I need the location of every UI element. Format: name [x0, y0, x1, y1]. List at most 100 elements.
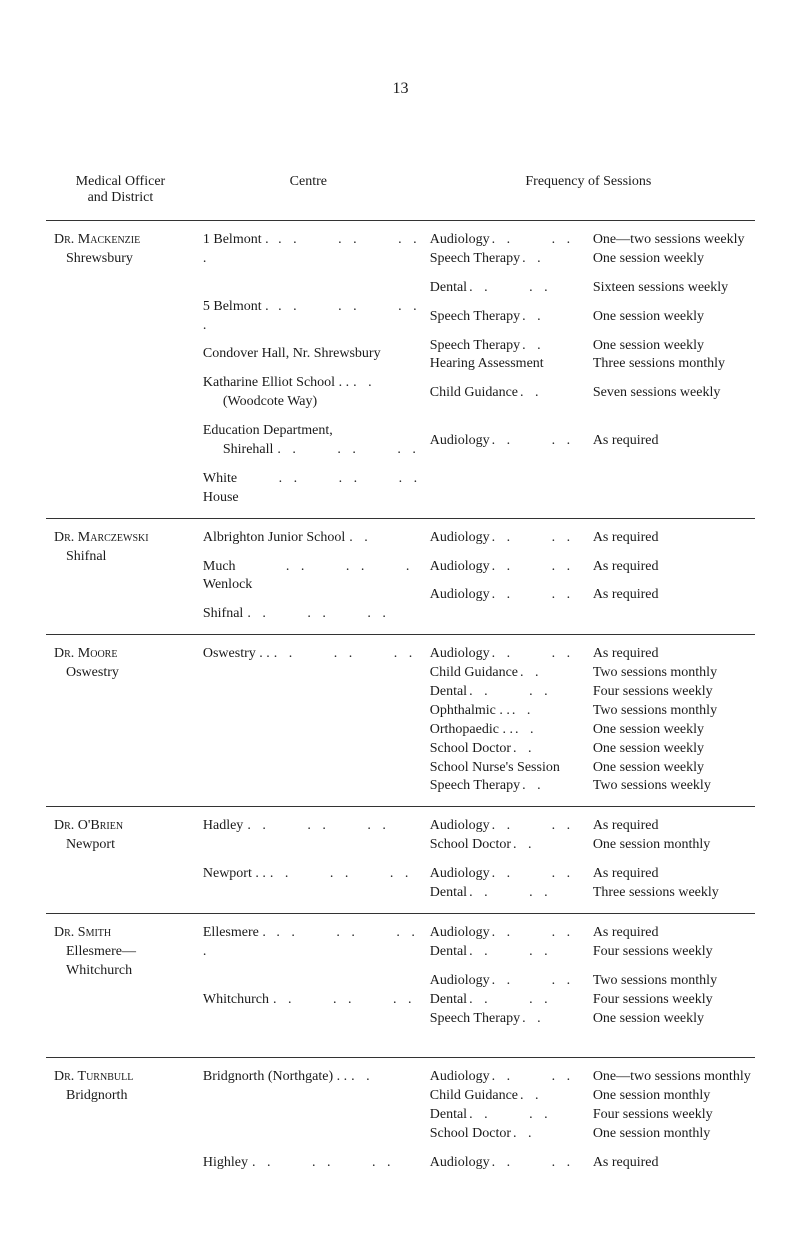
freq-service-line: School Nurse's Session — [430, 759, 581, 778]
leader-dots: . . . . . . — [270, 645, 418, 664]
centre-text-2: (Woodcote Way) — [203, 393, 317, 412]
freq-value: One session weekly — [593, 308, 751, 327]
value-block: As requiredFour sessions weekly — [593, 924, 751, 962]
centre-cell: Albrighton Junior School. .Much Wenlock.… — [195, 518, 422, 635]
spacer — [593, 403, 751, 422]
freq-service-line: Hearing Assessment — [430, 355, 581, 374]
centre-line: 1 Belmont . .. . . . . . — [203, 231, 418, 269]
value-block: As required — [593, 558, 751, 577]
freq-service-line: Child Guidance. . — [430, 664, 581, 683]
freq-service-line: Orthopaedic . .. . — [430, 721, 581, 740]
centre-block: Oswestry . .. . . . . . — [203, 645, 418, 796]
service-block: Audiology. . . . — [430, 432, 581, 451]
value-block: As required — [593, 529, 751, 548]
freq-value: One session weekly — [593, 740, 751, 759]
freq-service-line: Dental. . . . — [430, 279, 581, 298]
leader-dots: . . . . — [490, 432, 581, 451]
freq-service: Child Guidance — [430, 664, 518, 683]
centre-line: 5 Belmont . .. . . . . . — [203, 298, 418, 336]
freq-service-line: School Doctor. . — [430, 1125, 581, 1144]
value-block: Sixteen sessions weekly — [593, 279, 751, 298]
value-cell: As requiredTwo sessions monthlyFour sess… — [585, 635, 755, 807]
service-block: Audiology. . . .Dental. . . . — [430, 924, 581, 962]
centre-line: Whitchurch. . . . . . — [203, 991, 418, 1010]
freq-service-line: Dental. . . . — [430, 683, 581, 702]
freq-value: One session weekly — [593, 759, 751, 778]
freq-service: Hearing Assessment — [430, 355, 544, 374]
freq-service-line: School Doctor. . — [430, 740, 581, 759]
service-cell: Audiology. . . .Child Guidance. .Dental.… — [422, 635, 585, 807]
service-cell: Audiology. . . .Dental. . . .Audiology. … — [422, 913, 585, 1057]
leader-dots: . . . . — [467, 1106, 581, 1125]
freq-service: Dental — [430, 943, 467, 962]
freq-value: Four sessions weekly — [593, 991, 751, 1010]
leader-dots: . . . . — [490, 1068, 581, 1087]
centre-block: Much Wenlock. . . . . . — [203, 558, 418, 596]
spacer — [203, 1087, 418, 1106]
service-block: Audiology. . . . — [430, 529, 581, 548]
freq-service: Audiology — [430, 865, 490, 884]
freq-service-line: Audiology. . . . — [430, 432, 581, 451]
freq-value: As required — [593, 586, 751, 605]
centre-text: Katharine Elliot School . . — [203, 374, 349, 393]
freq-service: Audiology — [430, 586, 490, 605]
freq-service: Audiology — [430, 972, 490, 991]
leader-dots: . . — [513, 721, 581, 740]
freq-value: Two sessions weekly — [593, 777, 751, 796]
service-block: Child Guidance. . — [430, 384, 581, 422]
spacer — [203, 664, 418, 683]
section-row: Dr. TurnbullBridgnorthBridgnorth (Northg… — [46, 1058, 755, 1183]
centre-text: Newport . . — [203, 865, 266, 884]
leader-dots: . . . . . . — [275, 470, 418, 508]
freq-service-line: Audiology. . . . — [430, 586, 581, 605]
leader-dots: . . — [520, 250, 581, 269]
header-frequency: Frequency of Sessions — [422, 168, 755, 221]
freq-value: One session weekly — [593, 1010, 751, 1029]
service-block: Audiology. . . . — [430, 558, 581, 577]
leader-dots: . . . . . . . . — [243, 605, 417, 624]
freq-value: Two sessions monthly — [593, 972, 751, 991]
leader-dots: . . . . — [467, 943, 581, 962]
centre-cell: Ellesmere . .. . . . . . Whitchurch. . .… — [195, 913, 422, 1057]
spacer — [203, 683, 418, 702]
leader-dots: . . . . — [490, 924, 581, 943]
centre-line: Katharine Elliot School . .. . — [203, 374, 418, 393]
freq-value: One—two sessions weekly — [593, 231, 751, 250]
centre-block: Highley. . . . . . . . — [203, 1154, 418, 1173]
freq-service-line: School Doctor. . — [430, 836, 581, 855]
spacer — [430, 403, 581, 422]
leader-dots: . . — [518, 384, 581, 403]
service-block: Audiology. . . .Child Guidance. .Dental.… — [430, 1068, 581, 1144]
freq-service-line: Audiology. . . . — [430, 231, 581, 250]
service-block: Audiology. . . .Dental. . . .Speech Ther… — [430, 972, 581, 1029]
freq-service: Dental — [430, 279, 467, 298]
spacer — [203, 721, 418, 740]
centre-text: 5 Belmont . . — [203, 298, 274, 336]
freq-service: Audiology — [430, 1068, 490, 1087]
section-row: Dr. O'BrienNewportHadley. . . . . . . . … — [46, 807, 755, 914]
spacer — [203, 1125, 418, 1144]
header-officer: Medical Officer and District — [46, 168, 195, 221]
leader-dots: . . . . — [490, 817, 581, 836]
freq-value: One session weekly — [593, 337, 751, 356]
freq-value: As required — [593, 865, 751, 884]
service-cell: Audiology. . . .Speech Therapy. .Dental.… — [422, 221, 585, 519]
value-block: As required — [593, 586, 751, 605]
freq-service-line: Speech Therapy. . — [430, 250, 581, 269]
centre-text: Albrighton Junior School — [203, 529, 345, 548]
officer-cell: Dr. SmithEllesmere—Whitchurch — [46, 913, 195, 1057]
freq-value: As required — [593, 432, 751, 451]
centre-block: Bridgnorth (Northgate) . .. . — [203, 1068, 418, 1144]
district-name: Ellesmere— — [54, 944, 136, 959]
leader-dots: . . . . . . — [269, 991, 418, 1010]
value-block: As required — [593, 432, 751, 451]
freq-service: Dental — [430, 991, 467, 1010]
spacer — [203, 702, 418, 721]
value-block: Seven sessions weekly — [593, 384, 751, 422]
freq-service-line: Audiology. . . . — [430, 972, 581, 991]
freq-service: Ophthalmic . . — [430, 702, 510, 721]
leader-dots: . . . . — [490, 586, 581, 605]
freq-service: Dental — [430, 1106, 467, 1125]
leader-dots: . . — [520, 337, 581, 356]
freq-service-line: Child Guidance. . — [430, 1087, 581, 1106]
